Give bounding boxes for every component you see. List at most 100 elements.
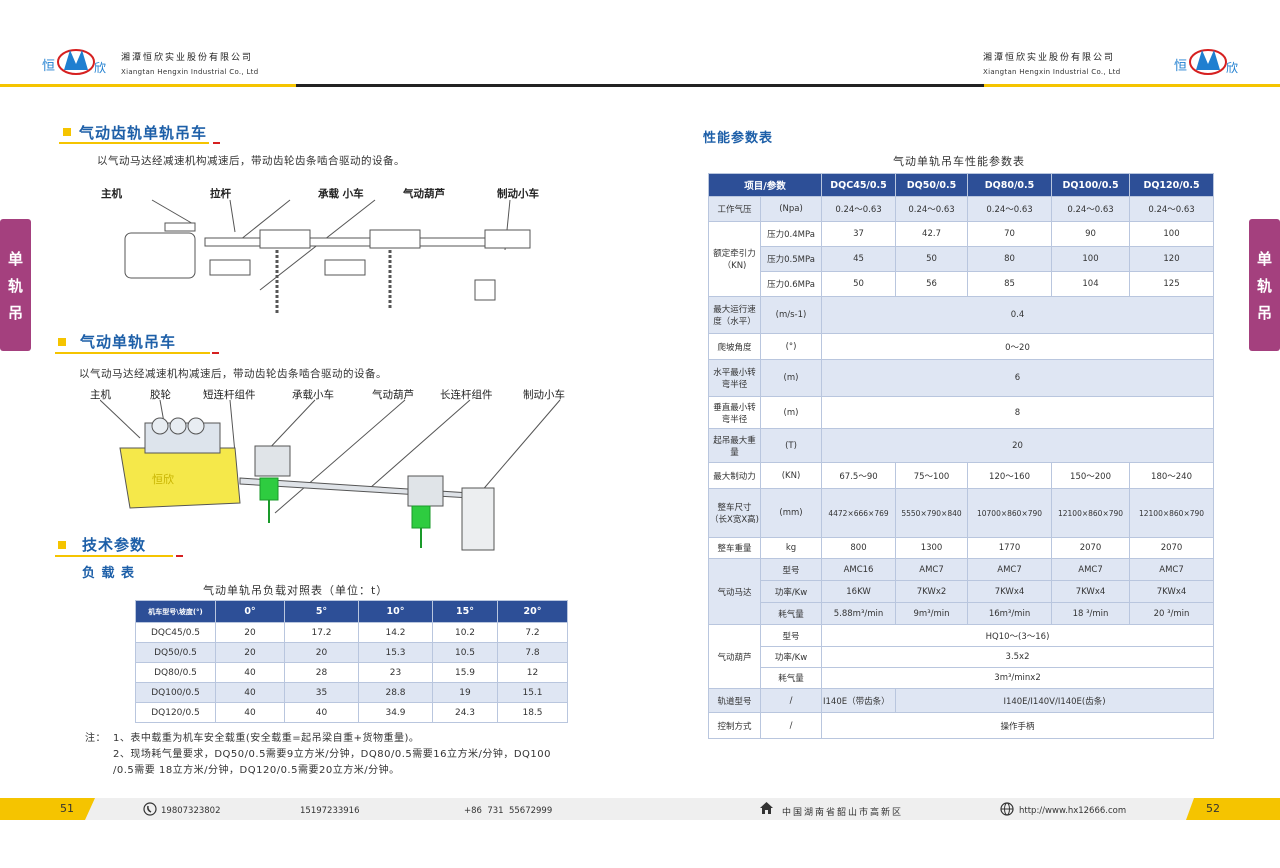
rack-monorail-drawing — [124, 199, 531, 315]
param-name: 额定牵引力（KN) — [708, 221, 761, 297]
title-underline — [55, 555, 173, 557]
param-unit: kg — [759, 537, 823, 559]
section-bullet — [58, 541, 66, 549]
cell: 0～20 — [821, 333, 1215, 360]
param-name: 气动马达 — [708, 558, 761, 625]
cell: 45 — [821, 246, 897, 272]
header-cell: 0° — [215, 600, 285, 623]
notes-prefix: 注： — [85, 733, 106, 744]
website-link[interactable]: http://www.hx12666.com — [1019, 806, 1127, 816]
section-bullet — [63, 128, 71, 136]
row-hoist-air: 耗气量 3m³/minx2 — [709, 667, 1215, 689]
cell: 80 — [967, 246, 1053, 272]
load-table-caption: 气动单轨吊负载对照表（单位：t） — [203, 584, 389, 597]
company-name-cn: 湘潭恒欣实业股份有限公司 — [121, 53, 254, 63]
param-unit: 功率/Kw — [759, 646, 823, 668]
model-cell: DQC45/0.5 — [135, 622, 216, 643]
load-value-cell: 7.2 — [497, 622, 568, 643]
load-table-subtitle: 负 载 表 — [82, 566, 136, 581]
cell: 9m³/min — [895, 602, 969, 625]
param-unit: 耗气量 — [759, 602, 823, 625]
perf-table-caption: 气动单轨吊车性能参数表 — [893, 155, 1025, 168]
company-name-en-right: Xiangtan Hengxin Industrial Co., Ltd — [983, 68, 1121, 76]
param-unit: 耗气量 — [759, 667, 823, 689]
row-max-brake: 最大制动力 (KN) 67.5～90 75～100 120～160 150～200 180… — [708, 462, 1215, 489]
param-unit: / — [759, 712, 823, 739]
param-name: 最大运行速度（水平） — [708, 296, 761, 334]
param-name: 水平最小转弯半径 — [708, 359, 761, 397]
load-value-cell: 17.2 — [284, 622, 359, 643]
side-tab-char: 单 — [7, 249, 23, 268]
label-long-link: 长连杆组件 — [440, 389, 493, 401]
side-tab-char: 吊 — [7, 303, 23, 322]
param-name: 垂直最小转弯半径 — [708, 396, 761, 429]
company-name-en: Xiangtan Hengxin Industrial Co., Ltd — [121, 68, 259, 76]
label-brake-trolley: 制动小车 — [497, 188, 539, 200]
cell: 0.24～0.63 — [1051, 196, 1131, 222]
side-tab-right: 单轨吊 — [1249, 219, 1280, 351]
header-cell: DQ50/0.5 — [895, 173, 969, 197]
load-table-header: 机车型号\坡度(°) 0° 5° 10° 15° 20° — [135, 600, 568, 623]
cell: 800 — [821, 537, 897, 559]
footer-bar — [0, 798, 1280, 820]
cell: 3m³/minx2 — [821, 667, 1215, 689]
cell: 56 — [895, 271, 969, 297]
header-cell: 15° — [432, 600, 498, 623]
header-rule-yellow-right — [984, 84, 1280, 87]
title-underline — [55, 352, 210, 354]
param-name: 最大制动力 — [708, 462, 761, 489]
load-value-cell: 35 — [284, 682, 359, 703]
cell: 20 ³/min — [1129, 602, 1215, 625]
cell: AMC7 — [895, 558, 969, 581]
label-carrier-trolley: 承载 小车 — [318, 188, 364, 200]
cell: 100 — [1129, 221, 1215, 247]
cell: 7KWx2 — [895, 580, 969, 603]
perf-table-title: 性能参数表 — [703, 131, 774, 146]
param-unit: 压力0.6MPa — [759, 271, 823, 297]
param-unit: (m) — [759, 396, 823, 429]
load-table: 机车型号\坡度(°) 0° 5° 10° 15° 20° DQC45/0.5 20… — [135, 600, 568, 723]
section-title-monorail: 气动单轨吊车 — [80, 333, 177, 351]
load-value-cell: 18.5 — [497, 702, 568, 723]
param-unit: (m) — [759, 359, 823, 397]
label-main-unit: 主机 — [90, 389, 111, 401]
company-name-cn-right: 湘潭恒欣实业股份有限公司 — [983, 53, 1116, 63]
param-unit: (KN) — [759, 462, 823, 489]
cell: 37 — [821, 221, 897, 247]
label-short-link: 短连杆组件 — [203, 389, 256, 401]
side-tab-char: 轨 — [7, 276, 23, 295]
load-table-row: DQ50/0.5 20 20 15.3 10.5 7.8 — [135, 642, 568, 663]
page-tab-right — [1186, 798, 1280, 820]
title-red-mark — [212, 352, 219, 354]
cell: 7KWx4 — [967, 580, 1053, 603]
cell: 10700×860×790 — [967, 488, 1053, 538]
load-value-cell: 24.3 — [432, 702, 498, 723]
row-hoist-model: 气动葫芦 型号 HQ10～(3～16) — [708, 624, 1215, 689]
load-value-cell: 7.8 — [497, 642, 568, 663]
cell: 8 — [821, 396, 1215, 429]
side-tab-char: 单 — [1256, 249, 1272, 268]
row-working-pressure: 工作气压 (Npa) 0.24～0.63 0.24～0.63 0.24～0.63 0.2… — [708, 196, 1215, 222]
cell: 0.4 — [821, 296, 1215, 334]
note-1: 1、表中载重为机车安全载重(安全载重=起吊梁自重+货物重量)。 — [113, 733, 420, 744]
row-motor-power: 功率/Kw 16KW 7KWx2 7KWx4 7KWx4 7KWx4 — [709, 580, 1215, 603]
row-max-lift: 起吊最大重量 (T) 20 — [708, 428, 1215, 463]
section-title-rack-monorail: 气动齿轨单轨吊车 — [79, 124, 208, 142]
label-brake-trolley: 制动小车 — [523, 389, 565, 401]
row-size: 整车尺寸（长X宽X高) (mm) 4472×666×769 5550×790×840… — [708, 488, 1215, 538]
load-value-cell: 28 — [284, 662, 359, 683]
phone-1: 19807323802 — [161, 806, 221, 816]
section-description: 以气动马达经减速机构减速后，带动齿轮齿条啮合驱动的设备。 — [97, 155, 405, 167]
cell: AMC16 — [821, 558, 897, 581]
cell: 6 — [821, 359, 1215, 397]
cell: 16KW — [821, 580, 897, 603]
svg-text:欣: 欣 — [1226, 61, 1238, 75]
load-value-cell: 40 — [215, 682, 285, 703]
load-value-cell: 28.8 — [358, 682, 433, 703]
row-motor-model: 气动马达 型号 AMC16 AMC7 AMC7 AMC7 AMC7 — [708, 558, 1215, 625]
param-name: 整车尺寸（长X宽X高) — [708, 488, 761, 538]
param-name: 轨道型号 — [708, 688, 761, 713]
company-logo-left: 恒欣® — [40, 44, 116, 80]
title-underline — [59, 142, 209, 144]
row-hoist-power: 功率/Kw 3.5x2 — [709, 646, 1215, 668]
